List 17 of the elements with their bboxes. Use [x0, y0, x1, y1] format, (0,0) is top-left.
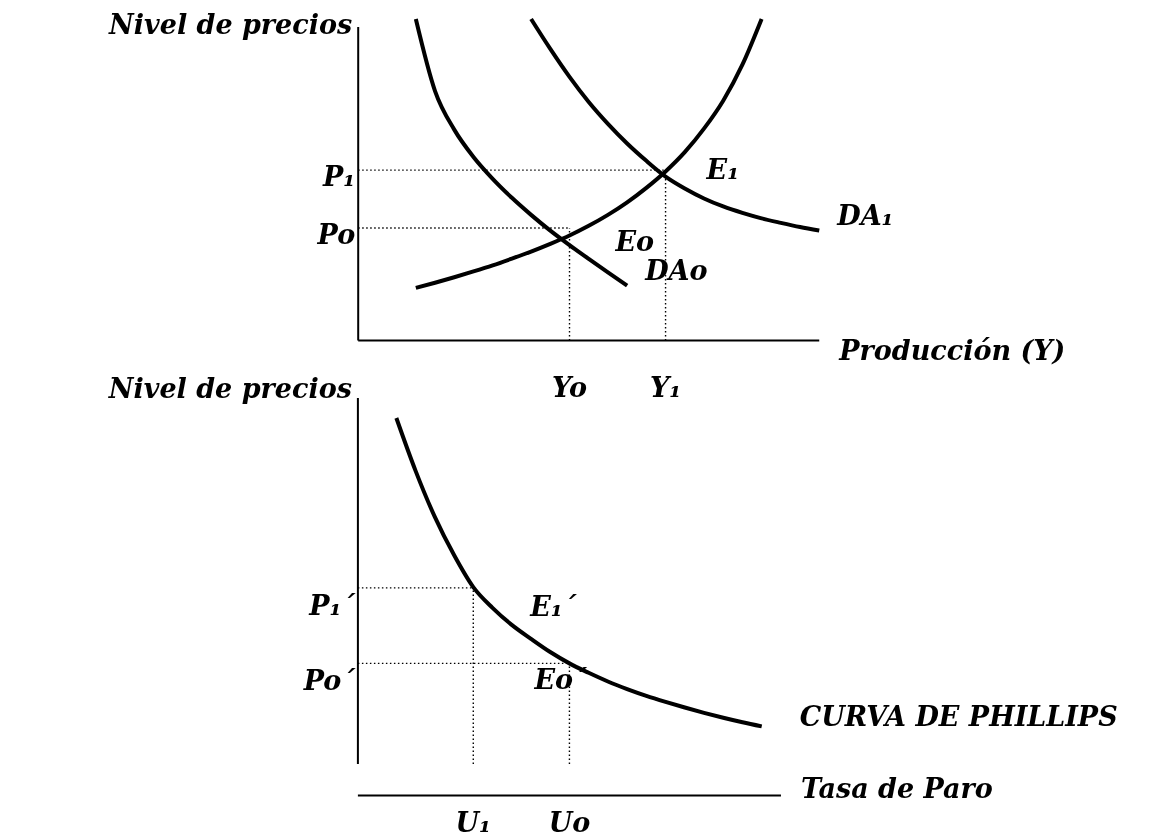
x-axis-title: Tasa de Paro: [800, 772, 993, 804]
annotation: E₁´: [529, 590, 578, 622]
ref-line-label: P₁´: [308, 589, 357, 621]
series-label: CURVA DE PHILLIPS: [799, 701, 1118, 733]
y-axis-title: Nivel de precios: [107, 373, 352, 404]
series-label: DA₁: [836, 199, 894, 231]
ref-line-label: Po´: [302, 665, 357, 697]
ref-line-label: P₁: [322, 161, 356, 193]
x-tick-label: U₁: [455, 806, 491, 837]
annotation: E₁: [705, 154, 739, 186]
annotation: Eo´: [533, 664, 589, 696]
x-axis-title: Producción (Y): [838, 334, 1066, 366]
y-axis-title: Nivel de precios: [108, 9, 353, 40]
x-tick-label: Uo: [548, 806, 591, 837]
x-tick-label: Y₁: [650, 371, 682, 403]
x-tick-label: Yo: [552, 371, 587, 403]
ref-line-label: Po: [316, 219, 356, 251]
